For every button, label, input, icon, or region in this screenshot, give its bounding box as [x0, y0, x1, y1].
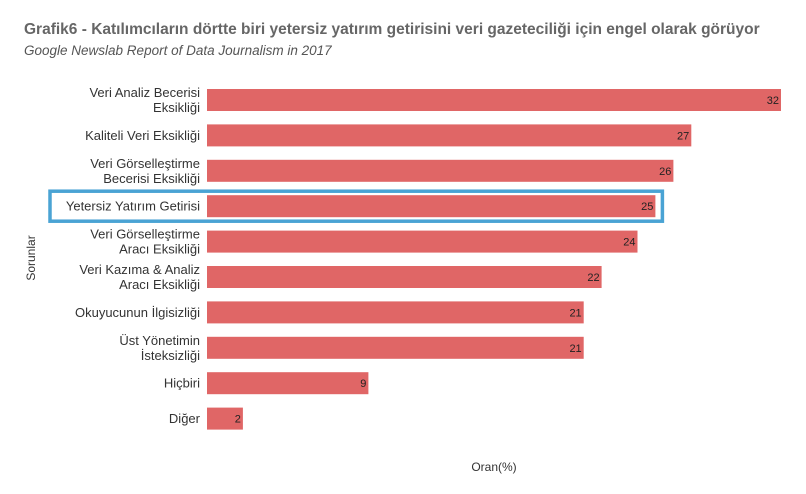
category-label-1: Kaliteli Veri Eksikliği: [85, 128, 200, 143]
bar-value-label-1: 27: [677, 130, 689, 142]
bar-3: [207, 195, 656, 218]
bar-value-label-6: 21: [569, 307, 581, 319]
bar-4: [207, 230, 638, 253]
bar-value-label-0: 32: [767, 95, 779, 107]
highlight-box: [48, 189, 665, 223]
chart-subtitle: Google Newslab Report of Data Journalism…: [24, 43, 332, 58]
bar-value-label-5: 22: [587, 272, 599, 284]
bar-value-label-8: 9: [360, 378, 366, 390]
category-label-5: Veri Kazıma & Analiz Aracı Eksikliği: [79, 262, 200, 292]
bar-value-label-9: 2: [235, 414, 241, 426]
category-label-0: Veri Analiz Becerisi Eksikliği: [89, 85, 200, 115]
bar-6: [207, 301, 584, 324]
bar-8: [207, 372, 369, 395]
bar-value-label-3: 25: [641, 201, 653, 213]
bar-5: [207, 266, 602, 288]
category-label-8: Hiçbiri: [164, 376, 200, 391]
bar-value-label-2: 26: [659, 166, 671, 178]
category-label-7: Üst Yönetimin İsteksizliği: [119, 333, 200, 363]
bar-2: [207, 159, 674, 182]
y-axis-title: Sorunlar: [24, 235, 38, 280]
x-axis-title: Oran(%): [471, 460, 516, 474]
bar-1: [207, 124, 692, 147]
category-label-9: Diğer: [169, 411, 201, 426]
bars-group: 32 Veri Analiz Becerisi Eksikliği 27 Kalitel…: [48, 85, 781, 430]
bar-7: [207, 336, 584, 359]
bar-value-label-4: 24: [623, 237, 635, 249]
category-label-4: Veri Görselleştirme Aracı Eksikliği: [90, 227, 200, 257]
bar-0: [207, 89, 781, 111]
category-label-6: Okuyucunun İlgisizliği: [75, 305, 200, 320]
chart-title: Grafik6 - Katılımcıların dörtte biri yet…: [24, 21, 760, 38]
category-label-3: Yetersiz Yatırım Getirisi: [66, 199, 200, 214]
bar-value-label-7: 21: [569, 343, 581, 355]
bar-9: [207, 407, 243, 430]
category-label-2: Veri Görselleştirme Becerisi Eksikliği: [90, 156, 200, 186]
